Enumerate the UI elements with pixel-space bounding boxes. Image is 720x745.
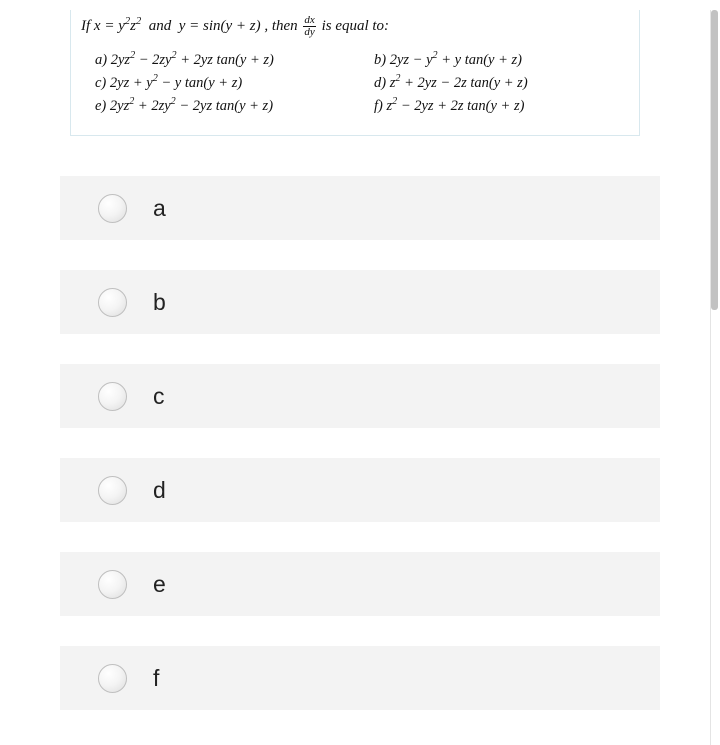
radio-icon[interactable] [98,288,127,317]
choice-b: b) 2yz − y2 + y tan(y + z) [374,52,629,69]
option-row-f[interactable]: f [60,646,660,710]
radio-icon[interactable] [98,382,127,411]
option-label: b [153,289,166,316]
option-label: c [153,383,165,410]
radio-icon[interactable] [98,570,127,599]
option-row-a[interactable]: a [60,176,660,240]
choices-grid: a) 2yz2 − 2zy2 + 2yz tan(y + z) b) 2yz −… [81,52,629,115]
page-container: If x = y2z2 and y = sin(y + z) , then dx… [0,10,700,745]
choice-d: d) z2 + 2yz − 2z tan(y + z) [374,75,629,92]
option-label: d [153,477,166,504]
option-label: f [153,665,159,692]
choice-c: c) 2yz + y2 − y tan(y + z) [95,75,350,92]
choice-f: f) z2 − 2yz + 2z tan(y + z) [374,98,629,115]
option-row-e[interactable]: e [60,552,660,616]
option-label: a [153,195,166,222]
scroll-thumb[interactable] [711,10,718,310]
choice-a: a) 2yz2 − 2zy2 + 2yz tan(y + z) [95,52,350,69]
question-prompt: If x = y2z2 and y = sin(y + z) , then dx… [81,15,629,38]
option-row-d[interactable]: d [60,458,660,522]
scrollbar[interactable] [711,10,718,745]
question-box: If x = y2z2 and y = sin(y + z) , then dx… [70,10,640,136]
option-row-c[interactable]: c [60,364,660,428]
answer-options: a b c d e f [60,176,660,710]
radio-icon[interactable] [98,664,127,693]
choice-e: e) 2yz2 + 2zy2 − 2yz tan(y + z) [95,98,350,115]
option-row-b[interactable]: b [60,270,660,334]
radio-icon[interactable] [98,476,127,505]
radio-icon[interactable] [98,194,127,223]
option-label: e [153,571,166,598]
